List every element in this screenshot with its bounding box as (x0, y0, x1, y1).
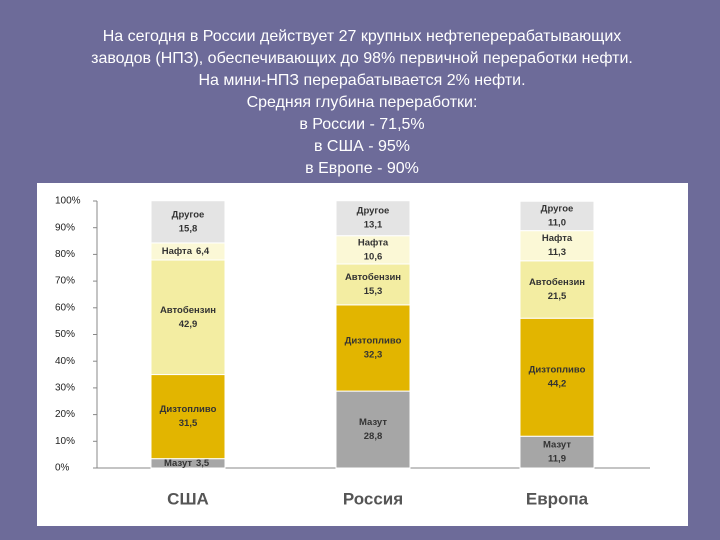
segment-name: Дизтопливо (529, 365, 586, 376)
segment-name: Мазут (359, 417, 387, 428)
x-tick-label: Европа (526, 489, 589, 508)
value-label: 11,0 (548, 217, 566, 228)
segment-name: Нафта (542, 233, 573, 244)
y-tick-label: 10% (55, 436, 75, 447)
segment-name: Дизтопливо (345, 335, 402, 346)
bar-segment (335, 200, 411, 237)
bar-segment (335, 390, 411, 469)
segment-name: Автобензин (345, 272, 401, 283)
bar-segment (335, 304, 411, 392)
value-label: 28,8 (364, 431, 383, 442)
value-label: 44,2 (548, 379, 567, 390)
y-tick-label: 30% (55, 383, 75, 394)
segment-name: Нафта (162, 246, 193, 257)
y-tick-label: 80% (55, 249, 75, 260)
value-label: 32,3 (364, 349, 383, 360)
segment-name: Дизтопливо (160, 404, 217, 415)
y-tick-label: 0% (55, 463, 70, 474)
x-tick-label: США (167, 489, 209, 508)
y-tick-label: 50% (55, 329, 75, 340)
slide-text: в Европе - 90% (305, 160, 419, 177)
slide-text: в США - 95% (314, 138, 410, 155)
value-label: 42,9 (179, 319, 198, 330)
value-label: 31,5 (179, 418, 198, 429)
bar-segment (519, 435, 595, 469)
segment-name: Автобензин (160, 305, 216, 316)
value-label: 15,8 (179, 223, 198, 234)
y-tick-label: 60% (55, 302, 75, 313)
y-tick-label: 90% (55, 222, 75, 233)
value-label: 6,4 (196, 246, 210, 257)
slide-text: На сегодня в России действует 27 крупных… (103, 28, 622, 45)
segment-name: Другое (357, 206, 390, 217)
bar-segment (335, 263, 411, 306)
value-label: 15,3 (364, 286, 383, 297)
value-label: 11,9 (548, 454, 566, 465)
y-tick-label: 40% (55, 356, 75, 367)
value-label: 3,5 (196, 458, 210, 469)
segment-name: Нафта (358, 237, 389, 248)
segment-name: Автобензин (529, 277, 585, 288)
y-tick-label: 70% (55, 276, 75, 287)
bar-segment (150, 200, 226, 244)
bar-segment (519, 317, 595, 437)
y-tick-label: 100% (55, 196, 81, 207)
segment-name: Мазут (543, 440, 571, 451)
segment-name: Мазут (164, 458, 192, 469)
slide-text: Средняя глубина переработки: (247, 94, 478, 111)
bar-segment (519, 200, 595, 232)
value-label: 10,6 (364, 251, 383, 262)
segment-name: Другое (541, 203, 574, 214)
x-tick-label: Россия (343, 489, 403, 508)
segment-name: Другое (172, 209, 205, 220)
value-label: 13,1 (364, 220, 383, 231)
y-tick-label: 20% (55, 409, 75, 420)
slide-text: На мини-НПЗ перерабатывается 2% нефти. (198, 72, 525, 89)
bar-segment (519, 230, 595, 262)
bar-segment (519, 260, 595, 319)
slide-text: заводов (НПЗ), обеспечивающих до 98% пер… (91, 50, 633, 67)
slide-text: в России - 71,5% (299, 116, 424, 133)
value-label: 11,3 (548, 247, 566, 258)
bar-segment (150, 259, 226, 376)
bar-segment (150, 374, 226, 460)
value-label: 21,5 (548, 291, 567, 302)
